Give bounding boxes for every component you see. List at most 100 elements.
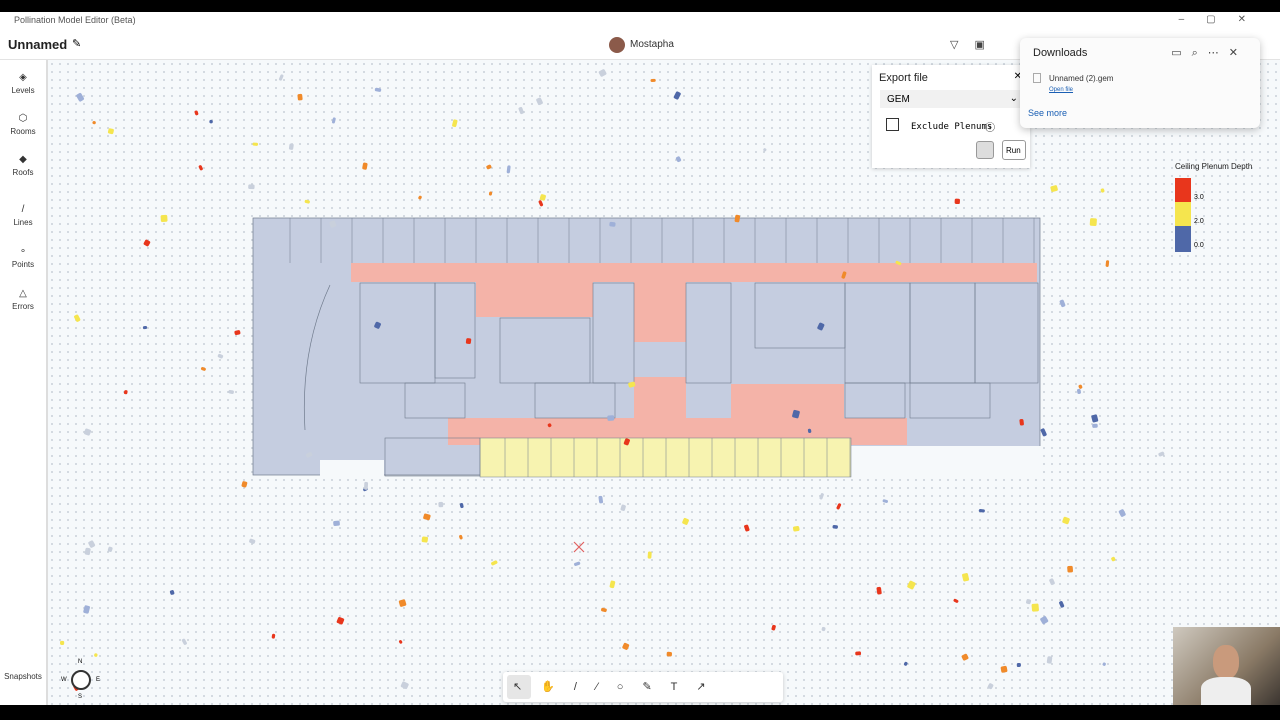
scatter-object (329, 220, 337, 228)
sidebar-label: Levels (11, 86, 35, 95)
plenum-yellow (479, 437, 852, 478)
scatter-object (60, 640, 65, 645)
scatter-object (792, 409, 800, 419)
see-more[interactable]: See more (1028, 108, 1068, 118)
scatter-object (538, 200, 544, 207)
scatter-object (1031, 603, 1039, 612)
sidebar-item[interactable]: / Lines (0, 204, 46, 227)
scatter-object (609, 580, 616, 589)
scatter-object (1050, 185, 1058, 192)
room (384, 437, 481, 477)
sidebar-item[interactable]: ∘ Points (0, 246, 46, 269)
scatter-object (364, 481, 369, 490)
scatter-object (792, 526, 800, 532)
legend-swatch (1175, 178, 1191, 202)
sidebar-icon: ∘ (19, 246, 27, 257)
format-select[interactable]: GEM ⌄ (880, 90, 1022, 108)
scatter-object (734, 214, 741, 223)
scatter-object (84, 547, 91, 556)
scatter-object (903, 661, 908, 666)
window-controls[interactable]: –▢✕ (1178, 14, 1268, 25)
bottom-bar (0, 705, 1280, 720)
sidebar-icon: △ (19, 288, 27, 299)
select-tool[interactable] (507, 675, 531, 699)
scatter-object (598, 495, 604, 504)
sidebar-icon: ◈ (19, 72, 27, 83)
scatter-object (623, 438, 630, 446)
close[interactable]: ✕ (1013, 71, 1022, 82)
run-button[interactable]: Run (1002, 140, 1026, 160)
corridor (476, 282, 593, 317)
scatter-object (536, 97, 543, 106)
compass[interactable] (71, 670, 91, 690)
checkbox[interactable] (886, 118, 899, 131)
corridor (351, 263, 1037, 282)
scatter-object (650, 78, 656, 82)
format-value: GEM (887, 94, 910, 105)
white-cut (320, 460, 384, 476)
scatter-object (88, 540, 96, 548)
sidebar: ◈ Levels ⬡ Rooms ◆ Roofs / Lines ∘ Points △ Errors S… (0, 60, 48, 705)
scatter-object (1089, 218, 1097, 227)
scatter-object (620, 504, 626, 511)
scatter-object (123, 390, 128, 395)
scatter-object (304, 199, 310, 204)
scatter-object (142, 326, 148, 330)
scatter-object (882, 499, 888, 503)
scatter-object (1092, 423, 1098, 428)
scatter-object (1059, 299, 1066, 308)
sidebar-item[interactable]: ◆ Roofs (0, 154, 46, 177)
user-name: Mostapha (630, 39, 674, 50)
scatter-object (1118, 509, 1126, 517)
compass-e: E (96, 677, 101, 683)
scatter-object (297, 93, 303, 101)
corridor (731, 384, 844, 424)
compass-n: N (78, 659, 83, 665)
scatter-object (574, 561, 581, 566)
scatter-object (74, 314, 81, 322)
scatter-object (1046, 656, 1053, 664)
edit-icon[interactable]: ✎ (72, 38, 82, 50)
model-name[interactable]: Unnamed (8, 37, 68, 52)
scatter-object (198, 165, 203, 171)
scatter-object (1111, 556, 1116, 562)
scatter-object (398, 640, 403, 644)
scatter-object (305, 452, 313, 458)
snapshots[interactable]: Snapshots (4, 672, 42, 681)
scatter-object (953, 598, 959, 603)
scatter-object (465, 338, 472, 345)
scatter-object (855, 651, 862, 656)
scatter-object (506, 165, 511, 174)
scatter-object (374, 321, 381, 329)
scatter-object (763, 148, 767, 152)
scatter-object (962, 573, 970, 582)
sidebar-item[interactable]: ⬡ Rooms (0, 113, 46, 136)
scatter-object (1040, 428, 1047, 437)
export-panel: Export file ✕ GEM ⌄ Exclude Plenums ⓘ Run (872, 65, 1030, 168)
scatter-object (817, 322, 825, 331)
sidebar-item[interactable]: △ Errors (0, 288, 46, 311)
file-name: Unnamed (2).gem (1049, 74, 1114, 83)
scatter-object (107, 546, 113, 552)
scatter-object (241, 481, 248, 488)
scatter-object (961, 653, 969, 661)
scatter-object (682, 517, 689, 525)
scatter-object (491, 560, 498, 566)
legend-label: 2.0 (1194, 218, 1204, 225)
white-cut (851, 446, 1041, 476)
header-icons[interactable]: ▽▣ (950, 39, 1001, 51)
tool-icons[interactable]: ↖✋/⁄○✎T↗ (513, 681, 725, 693)
scatter-object (1026, 599, 1032, 605)
download-actions[interactable]: ▭⌕⋯✕ (1171, 47, 1248, 59)
scatter-object (92, 121, 96, 125)
stop-button[interactable] (976, 141, 994, 159)
legend-label: 3.0 (1194, 194, 1204, 201)
scatter-object (978, 509, 985, 513)
open-file[interactable]: Open file (1049, 87, 1074, 93)
scatter-object (488, 191, 493, 196)
help-icon[interactable]: ⓘ (985, 123, 995, 134)
scatter-object (819, 493, 824, 500)
sidebar-item[interactable]: ◈ Levels (0, 72, 46, 95)
scatter-object (807, 428, 812, 433)
